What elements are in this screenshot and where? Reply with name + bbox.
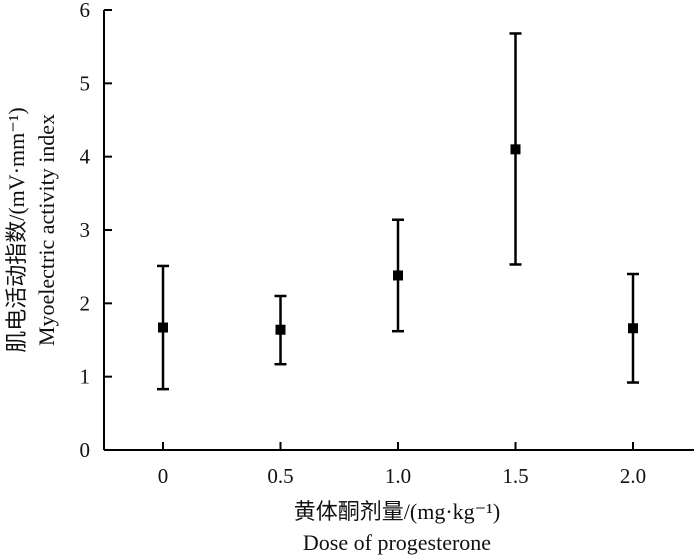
- data-point: [510, 144, 521, 155]
- data-point: [393, 270, 403, 281]
- x-tick-label: 0: [158, 464, 169, 488]
- y-tick-label: 0: [80, 438, 91, 462]
- data-points: [158, 144, 638, 335]
- y-tick-label: 3: [80, 218, 91, 242]
- x-axis-title-zh: 黄体酮剂量/(mg·kg⁻¹): [294, 499, 500, 524]
- y-tick-label: 5: [80, 71, 91, 95]
- y-ticks: 0 1 2 3 4 5 6: [80, 0, 112, 462]
- y-tick-label: 4: [80, 145, 91, 169]
- y-tick-label: 2: [80, 291, 91, 315]
- data-point: [275, 324, 286, 335]
- y-tick-label: 1: [80, 365, 91, 389]
- y-tick-label: 6: [80, 0, 91, 22]
- x-tick-label: 1.0: [385, 464, 411, 488]
- x-tick-label: 0.5: [267, 464, 293, 488]
- y-axis-title-zh: 肌电活动指数/(mV·mm⁻¹): [4, 107, 29, 353]
- error-bars: [157, 32, 639, 391]
- y-axis-title-en: Myoelectric activity index: [34, 114, 59, 346]
- x-ticks: 0 0.5 1.0 1.5 2.0: [158, 442, 646, 488]
- data-point: [628, 323, 638, 334]
- x-axis-title-en: Dose of progesterone: [303, 530, 491, 555]
- x-tick-label: 2.0: [620, 464, 646, 488]
- data-point: [158, 322, 168, 333]
- x-tick-label: 1.5: [502, 464, 528, 488]
